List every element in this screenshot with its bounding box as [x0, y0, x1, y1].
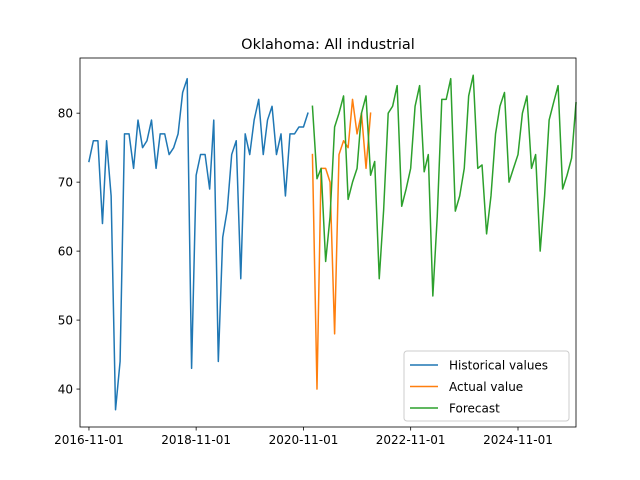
chart-title: Oklahoma: All industrial	[241, 37, 415, 53]
x-tick-label: 2018-11-01	[161, 433, 231, 447]
legend-label-2: Forecast	[449, 401, 500, 415]
y-tick-label: 80	[58, 106, 73, 120]
y-tick-label: 60	[58, 244, 73, 258]
series-line-2	[311, 74, 577, 297]
legend: Historical values Actual value Forecast	[403, 350, 570, 422]
y-tick-label: 50	[58, 313, 73, 327]
legend-box	[403, 350, 570, 422]
legend-label-0: Historical values	[449, 358, 548, 372]
x-tick-label: 2022-11-01	[376, 433, 446, 447]
x-tick-label: 2024-11-01	[483, 433, 553, 447]
axes: 2016-11-01 2018-11-01 2020-11-01 2022-11-01…	[54, 57, 577, 447]
y-tick-label: 70	[58, 175, 73, 189]
y-tick-label: 40	[58, 382, 73, 396]
plot-frame	[79, 57, 577, 428]
plot-area	[88, 74, 577, 411]
x-tick-label: 2020-11-01	[269, 433, 339, 447]
series-line-0	[88, 77, 309, 411]
x-tick-label: 2016-11-01	[54, 433, 124, 447]
legend-label-1: Actual value	[449, 380, 523, 394]
series-line-1	[311, 98, 372, 390]
